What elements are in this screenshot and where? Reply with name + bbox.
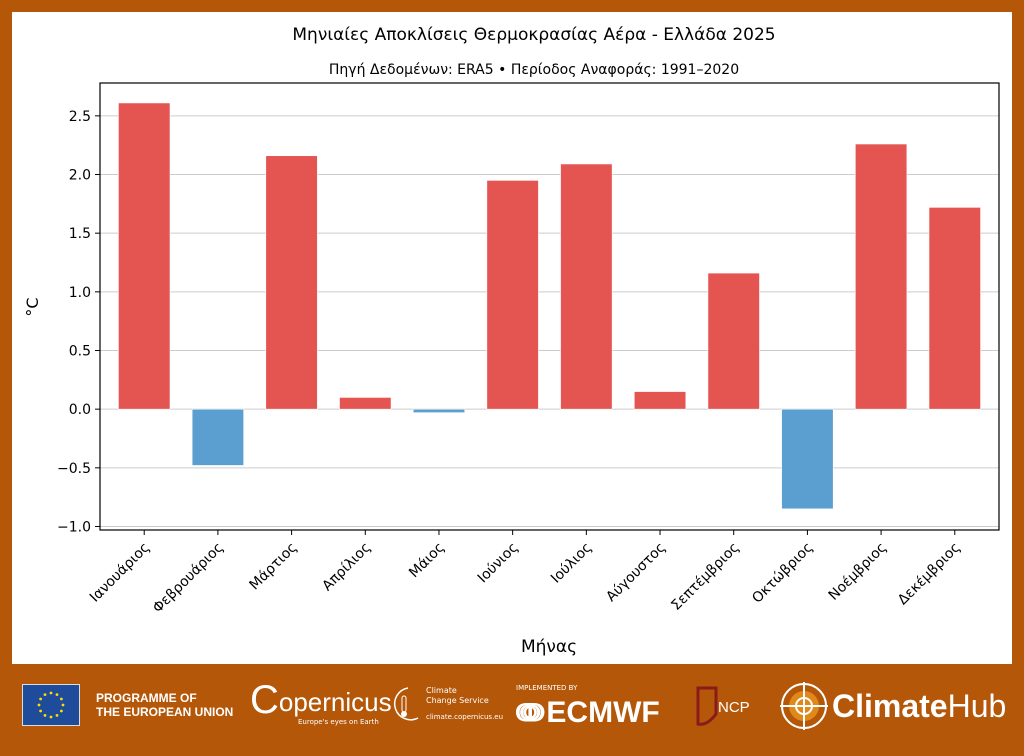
eu-star-icon bbox=[55, 713, 59, 717]
bar-4 bbox=[339, 397, 392, 410]
copernicus-tagline: Europe's eyes on Earth bbox=[298, 718, 379, 726]
eu-flag-icon bbox=[22, 684, 80, 726]
eu-logo: PROGRAMME OF THE EUROPEAN UNION bbox=[22, 684, 233, 726]
ncp-text: NCP bbox=[718, 698, 750, 716]
x-tick-label: Σεπτέμβριος bbox=[668, 540, 742, 614]
eu-star-icon bbox=[49, 691, 53, 695]
y-tick-label: 0.5 bbox=[69, 343, 91, 359]
eu-star-icon bbox=[49, 715, 53, 719]
ecmwf-text: ECMWF bbox=[546, 696, 660, 729]
c3s-line1: Climate bbox=[426, 686, 457, 695]
x-axis-label: Μήνας bbox=[521, 637, 577, 657]
bar-5 bbox=[412, 408, 466, 413]
y-tick-label: −1.0 bbox=[57, 519, 91, 535]
x-tick-label: Απρίλιος bbox=[319, 540, 374, 595]
plot-frame bbox=[99, 82, 1000, 531]
thermometer-cloud-icon bbox=[393, 687, 419, 721]
bar-6 bbox=[486, 180, 539, 410]
eu-star-icon bbox=[39, 709, 43, 713]
x-tick-label: Ιούλιος bbox=[548, 540, 595, 587]
x-tick-label: Ιανουάριος bbox=[87, 540, 153, 606]
climatehub-target-icon bbox=[780, 682, 828, 730]
x-tick-label: Δεκέμβριος bbox=[895, 540, 964, 609]
bar-11 bbox=[855, 143, 908, 410]
x-tick-label: Οκτώβριος bbox=[749, 540, 816, 607]
y-tick-label: 1.5 bbox=[69, 226, 91, 242]
bar-8 bbox=[633, 391, 687, 410]
x-tick-label: Ιούνιος bbox=[475, 540, 522, 587]
climatehub-text-light: Hub bbox=[947, 687, 1007, 724]
x-tick-label: Μάρτιος bbox=[247, 540, 301, 594]
ecmwf-implemented: IMPLEMENTED BY bbox=[516, 684, 578, 692]
x-tick-label: Φεβρουάριος bbox=[150, 540, 227, 617]
copernicus-text: opernicus bbox=[278, 687, 392, 717]
eu-star-icon bbox=[55, 693, 59, 697]
bar-12 bbox=[928, 207, 981, 410]
eu-star-icon bbox=[37, 703, 41, 707]
climatehub-text-bold: Climate bbox=[832, 687, 948, 724]
eu-text-1: PROGRAMME OF bbox=[96, 691, 197, 705]
bar-9 bbox=[707, 272, 760, 410]
x-tick-label: Νοέμβριος bbox=[826, 540, 890, 604]
x-tick-label: Μάιος bbox=[406, 540, 448, 582]
y-tick-label: 2.5 bbox=[69, 109, 91, 125]
eu-star-icon bbox=[59, 709, 63, 713]
y-tick-label: 0.0 bbox=[69, 402, 91, 418]
bar-1 bbox=[118, 102, 171, 410]
eu-star-icon bbox=[43, 713, 47, 717]
chart-panel: Μηνιαίες Αποκλίσεις Θερμοκρασίας Αέρα - … bbox=[12, 12, 1012, 664]
y-tick-label: 2.0 bbox=[69, 168, 91, 184]
c3s-logo: Climate Change Service climate.copernicu… bbox=[388, 684, 503, 724]
ecmwf-symbol-icon: ↈ bbox=[516, 697, 544, 728]
y-tick-label: 1.0 bbox=[69, 285, 91, 301]
bar-chart: Μηνιαίες Αποκλίσεις Θερμοκρασίας Αέρα - … bbox=[23, 25, 1000, 657]
eu-star-icon bbox=[43, 693, 47, 697]
bar-2 bbox=[191, 408, 244, 466]
eu-text-2: THE EUROPEAN UNION bbox=[96, 705, 234, 719]
chart-subtitle: Πηγή Δεδομένων: ERA5 • Περίοδος Αναφοράς… bbox=[329, 62, 739, 78]
climatehub-logo: Climate Hub bbox=[780, 682, 1006, 730]
c3s-line2: Change Service bbox=[426, 696, 489, 705]
x-tick-label: Αύγουστος bbox=[603, 540, 669, 606]
ncp-logo: NCP bbox=[696, 686, 750, 728]
y-axis-label: °C bbox=[23, 297, 42, 316]
bar-10 bbox=[781, 408, 834, 510]
chart-title: Μηνιαίες Αποκλίσεις Θερμοκρασίας Αέρα - … bbox=[292, 25, 775, 45]
ecmwf-logo: IMPLEMENTED BY ↈ ECMWF bbox=[516, 684, 660, 730]
c3s-url: climate.copernicus.eu bbox=[426, 713, 504, 721]
bar-7 bbox=[560, 163, 613, 410]
eu-star-icon bbox=[59, 697, 63, 701]
ncp-shield-icon bbox=[696, 686, 718, 726]
y-tick-label: −0.5 bbox=[57, 461, 91, 477]
eu-star-icon bbox=[61, 703, 65, 707]
eu-star-icon bbox=[39, 697, 43, 701]
bar-3 bbox=[265, 155, 318, 410]
